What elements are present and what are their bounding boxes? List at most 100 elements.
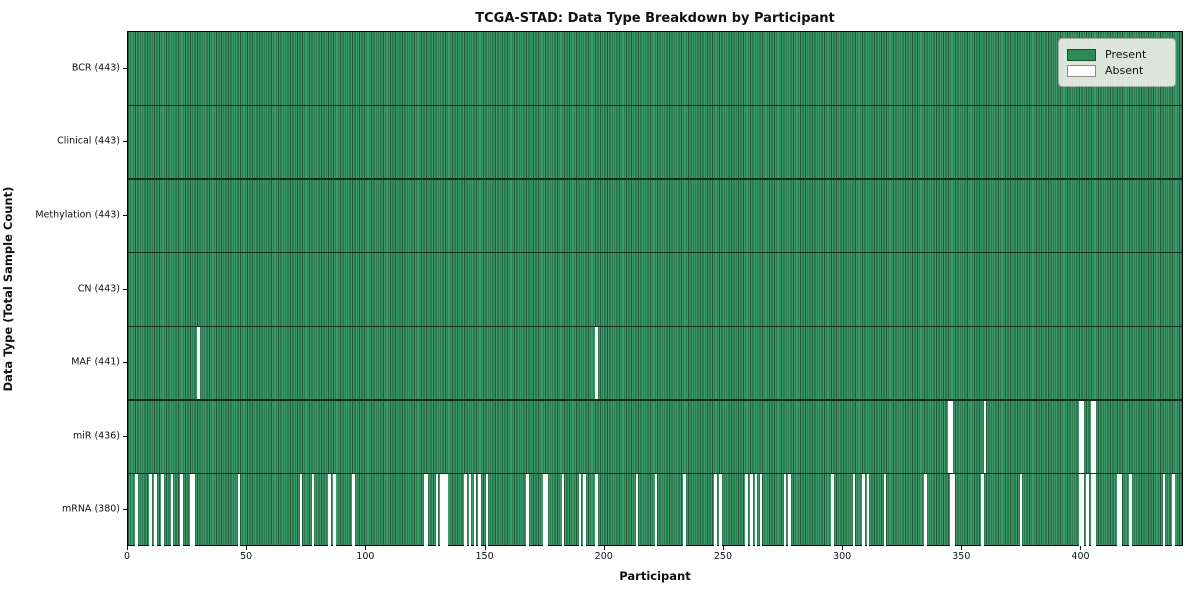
absent-mark (542, 473, 546, 547)
absent-mark (1093, 399, 1096, 474)
absent-mark (561, 473, 565, 547)
x-tick-mark (127, 546, 128, 550)
absent-mark (440, 473, 443, 547)
absent-mark (745, 473, 748, 547)
x-tick-mark (603, 546, 605, 550)
x-tick-mark (722, 546, 724, 550)
x-tick-mark (1080, 546, 1082, 550)
absent-mark (473, 473, 477, 547)
absent-mark (161, 473, 164, 547)
absent-mark (654, 473, 658, 547)
legend-label-absent: Absent (1105, 64, 1144, 77)
absent-mark (468, 473, 472, 547)
x-tick-label-0: 0 (123, 551, 131, 562)
absent-mark (883, 473, 887, 547)
absent-mark (425, 473, 429, 547)
absent-mark (1129, 473, 1132, 547)
absent-mark (1093, 473, 1096, 547)
absent-mark (180, 473, 183, 547)
absent-mark (578, 473, 582, 547)
absent-mark (423, 473, 427, 547)
absent-mark (189, 473, 193, 547)
x-tick-label-400: 400 (1071, 551, 1090, 562)
absent-mark (595, 326, 598, 400)
absent-mark (1081, 399, 1085, 474)
absent-mark (754, 473, 758, 547)
absent-mark (149, 473, 152, 547)
absent-mark (237, 473, 241, 547)
heatmap-row-BCR (128, 32, 1182, 106)
legend-label-present: Present (1105, 48, 1147, 61)
x-tick-label-350: 350 (952, 551, 971, 562)
absent-mark (1091, 399, 1094, 474)
absent-mark (750, 473, 753, 547)
x-axis-label: Participant (619, 569, 691, 583)
absent-mark (442, 473, 446, 547)
absent-mark (311, 473, 315, 547)
row-separator (128, 399, 1182, 401)
absent-mark (192, 473, 195, 547)
y-tick-mark (123, 288, 127, 290)
absent-mark (1079, 473, 1082, 547)
absent-mark (545, 473, 548, 547)
y-tick-mark (123, 362, 127, 364)
absent-mark (135, 473, 138, 547)
y-tick-label-Methylation: Methylation (443) (35, 209, 120, 221)
absent-mark (583, 473, 586, 547)
y-tick-label-MAF: MAF (441) (71, 356, 120, 368)
absent-mark (1086, 473, 1089, 547)
absent-mark (1172, 473, 1175, 547)
legend-entry-present: Present (1067, 48, 1167, 61)
y-tick-label-Clinical: Clinical (443) (57, 135, 120, 147)
absent-swatch (1067, 64, 1096, 77)
row-separator (128, 178, 1182, 180)
heatmap-row-Clinical (128, 106, 1182, 180)
y-tick-label-CN: CN (443) (77, 283, 120, 294)
absent-mark (435, 473, 439, 547)
legend: Present Absent (1058, 38, 1176, 87)
absent-mark (154, 473, 157, 547)
absent-mark (759, 473, 763, 547)
absent-mark (788, 473, 791, 547)
y-tick-label-mRNA: mRNA (380) (61, 503, 120, 515)
x-tick-label-250: 250 (713, 551, 732, 562)
row-separator (128, 325, 1182, 327)
absent-mark (866, 473, 870, 547)
absent-mark (526, 473, 529, 547)
absent-mark (445, 473, 448, 547)
absent-mark (983, 399, 987, 474)
x-tick-label-50: 50 (240, 551, 253, 562)
absent-mark (948, 399, 951, 474)
absent-mark (783, 473, 787, 547)
absent-mark (1117, 473, 1120, 547)
x-tick-mark (842, 546, 844, 550)
x-tick-label-150: 150 (475, 551, 494, 562)
absent-mark (1081, 473, 1085, 547)
chart-title: TCGA-STAD: Data Type Breakdown by Partic… (475, 11, 835, 26)
heatmap-row-Methylation (128, 179, 1182, 253)
absent-mark (635, 473, 639, 547)
plot-area: Present Absent (127, 31, 1183, 547)
x-tick-label-100: 100 (356, 551, 375, 562)
absent-mark (333, 473, 336, 547)
y-tick-label-BCR: BCR (443) (71, 62, 120, 74)
absent-mark (952, 473, 956, 547)
y-tick-mark (123, 435, 127, 437)
absent-mark (1119, 473, 1123, 547)
absent-mark (862, 473, 865, 547)
absent-mark (719, 473, 722, 547)
absent-mark (831, 473, 834, 547)
present-swatch (1067, 48, 1096, 61)
x-tick-label-200: 200 (594, 551, 613, 562)
absent-mark (464, 473, 467, 547)
absent-mark (197, 326, 200, 400)
x-tick-mark (961, 546, 963, 550)
absent-mark (950, 473, 953, 547)
absent-mark (1091, 473, 1094, 547)
absent-mark (852, 473, 856, 547)
heatmap-row-MAF (128, 326, 1182, 400)
absent-mark (1079, 399, 1082, 474)
absent-mark (714, 473, 717, 547)
row-separator (128, 252, 1182, 254)
